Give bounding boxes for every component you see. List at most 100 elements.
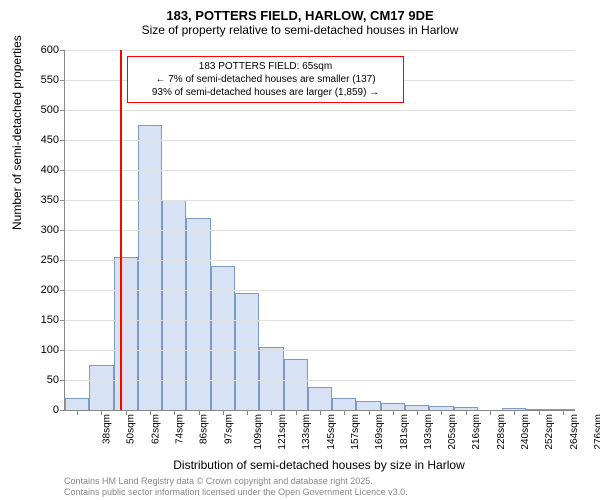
x-tick-mark — [174, 410, 175, 415]
histogram-bar — [308, 387, 332, 410]
annotation-box: 183 POTTERS FIELD: 65sqm← 7% of semi-det… — [127, 56, 404, 103]
footer-line-1: Contains HM Land Registry data © Crown c… — [64, 476, 373, 487]
histogram-bar — [65, 398, 89, 410]
gridline-h — [65, 200, 575, 201]
x-tick-label: 216sqm — [472, 414, 483, 450]
y-tick-label: 250 — [41, 254, 59, 266]
y-tick-mark — [60, 260, 65, 261]
x-tick-mark — [539, 410, 540, 415]
histogram-bar — [186, 218, 210, 410]
gridline-h — [65, 170, 575, 171]
y-tick-label: 200 — [41, 284, 59, 296]
histogram-bar — [332, 398, 356, 410]
y-axis-title: Number of semi-detached properties — [10, 35, 24, 230]
x-tick-mark — [296, 410, 297, 415]
y-tick-mark — [60, 350, 65, 351]
y-tick-mark — [60, 410, 65, 411]
plot-area: 05010015020025030035040045050055060038sq… — [64, 50, 575, 411]
x-tick-mark — [101, 410, 102, 415]
y-tick-label: 50 — [47, 374, 59, 386]
histogram-bar — [356, 401, 380, 410]
histogram-bar — [381, 403, 405, 410]
histogram-bar — [138, 125, 162, 410]
histogram-bar — [211, 266, 235, 410]
gridline-h — [65, 380, 575, 381]
x-tick-mark — [126, 410, 127, 415]
y-tick-label: 400 — [41, 164, 59, 176]
y-tick-label: 350 — [41, 194, 59, 206]
x-tick-label: 50sqm — [126, 414, 137, 444]
x-tick-mark — [514, 410, 515, 415]
x-tick-label: 157sqm — [350, 414, 361, 450]
histogram-bar — [235, 293, 259, 410]
histogram-bar — [114, 257, 138, 410]
x-tick-label: 86sqm — [199, 414, 210, 444]
y-tick-label: 500 — [41, 104, 59, 116]
x-tick-mark — [223, 410, 224, 415]
x-tick-mark — [344, 410, 345, 415]
gridline-h — [65, 140, 575, 141]
y-tick-mark — [60, 140, 65, 141]
x-tick-label: 276sqm — [593, 414, 600, 450]
gridline-h — [65, 260, 575, 261]
gridline-h — [65, 230, 575, 231]
y-tick-label: 100 — [41, 344, 59, 356]
x-tick-label: 264sqm — [569, 414, 580, 450]
y-tick-mark — [60, 320, 65, 321]
x-tick-label: 228sqm — [496, 414, 507, 450]
x-tick-label: 38sqm — [102, 414, 113, 444]
y-tick-label: 0 — [53, 404, 59, 416]
y-tick-label: 450 — [41, 134, 59, 146]
y-tick-mark — [60, 170, 65, 171]
y-tick-mark — [60, 110, 65, 111]
x-tick-mark — [466, 410, 467, 415]
x-tick-label: 121sqm — [277, 414, 288, 450]
x-tick-mark — [150, 410, 151, 415]
y-tick-mark — [60, 50, 65, 51]
chart-title-main: 183, POTTERS FIELD, HARLOW, CM17 9DE — [0, 0, 600, 23]
y-tick-mark — [60, 80, 65, 81]
gridline-h — [65, 50, 575, 51]
y-tick-mark — [60, 230, 65, 231]
y-tick-mark — [60, 200, 65, 201]
gridline-h — [65, 320, 575, 321]
x-tick-label: 169sqm — [374, 414, 385, 450]
gridline-h — [65, 290, 575, 291]
x-tick-label: 205sqm — [447, 414, 458, 450]
x-tick-mark — [563, 410, 564, 415]
x-tick-label: 145sqm — [326, 414, 337, 450]
chart-title-sub: Size of property relative to semi-detach… — [0, 23, 600, 41]
footer-line-2: Contains public sector information licen… — [64, 487, 408, 498]
x-tick-mark — [369, 410, 370, 415]
x-tick-label: 74sqm — [175, 414, 186, 444]
y-tick-label: 300 — [41, 224, 59, 236]
histogram-bar — [89, 365, 113, 410]
property-size-marker-line — [120, 50, 122, 410]
x-tick-label: 133sqm — [302, 414, 313, 450]
gridline-h — [65, 110, 575, 111]
histogram-bar — [259, 347, 283, 410]
gridline-h — [65, 350, 575, 351]
x-axis-title: Distribution of semi-detached houses by … — [64, 458, 574, 472]
y-tick-mark — [60, 290, 65, 291]
y-tick-label: 600 — [41, 44, 59, 56]
x-tick-label: 240sqm — [520, 414, 531, 450]
x-tick-mark — [441, 410, 442, 415]
x-tick-mark — [490, 410, 491, 415]
x-tick-mark — [77, 410, 78, 415]
y-tick-label: 550 — [41, 74, 59, 86]
x-tick-mark — [199, 410, 200, 415]
y-tick-mark — [60, 380, 65, 381]
x-tick-mark — [247, 410, 248, 415]
histogram-bar — [162, 200, 186, 410]
annotation-line: 183 POTTERS FIELD: 65sqm — [134, 60, 397, 73]
x-tick-mark — [417, 410, 418, 415]
x-tick-label: 109sqm — [253, 414, 264, 450]
x-tick-label: 181sqm — [399, 414, 410, 450]
chart-container: 183, POTTERS FIELD, HARLOW, CM17 9DE Siz… — [0, 0, 600, 500]
x-tick-label: 62sqm — [150, 414, 161, 444]
x-tick-mark — [271, 410, 272, 415]
x-tick-label: 97sqm — [223, 414, 234, 444]
y-tick-label: 150 — [41, 314, 59, 326]
x-tick-label: 252sqm — [544, 414, 555, 450]
